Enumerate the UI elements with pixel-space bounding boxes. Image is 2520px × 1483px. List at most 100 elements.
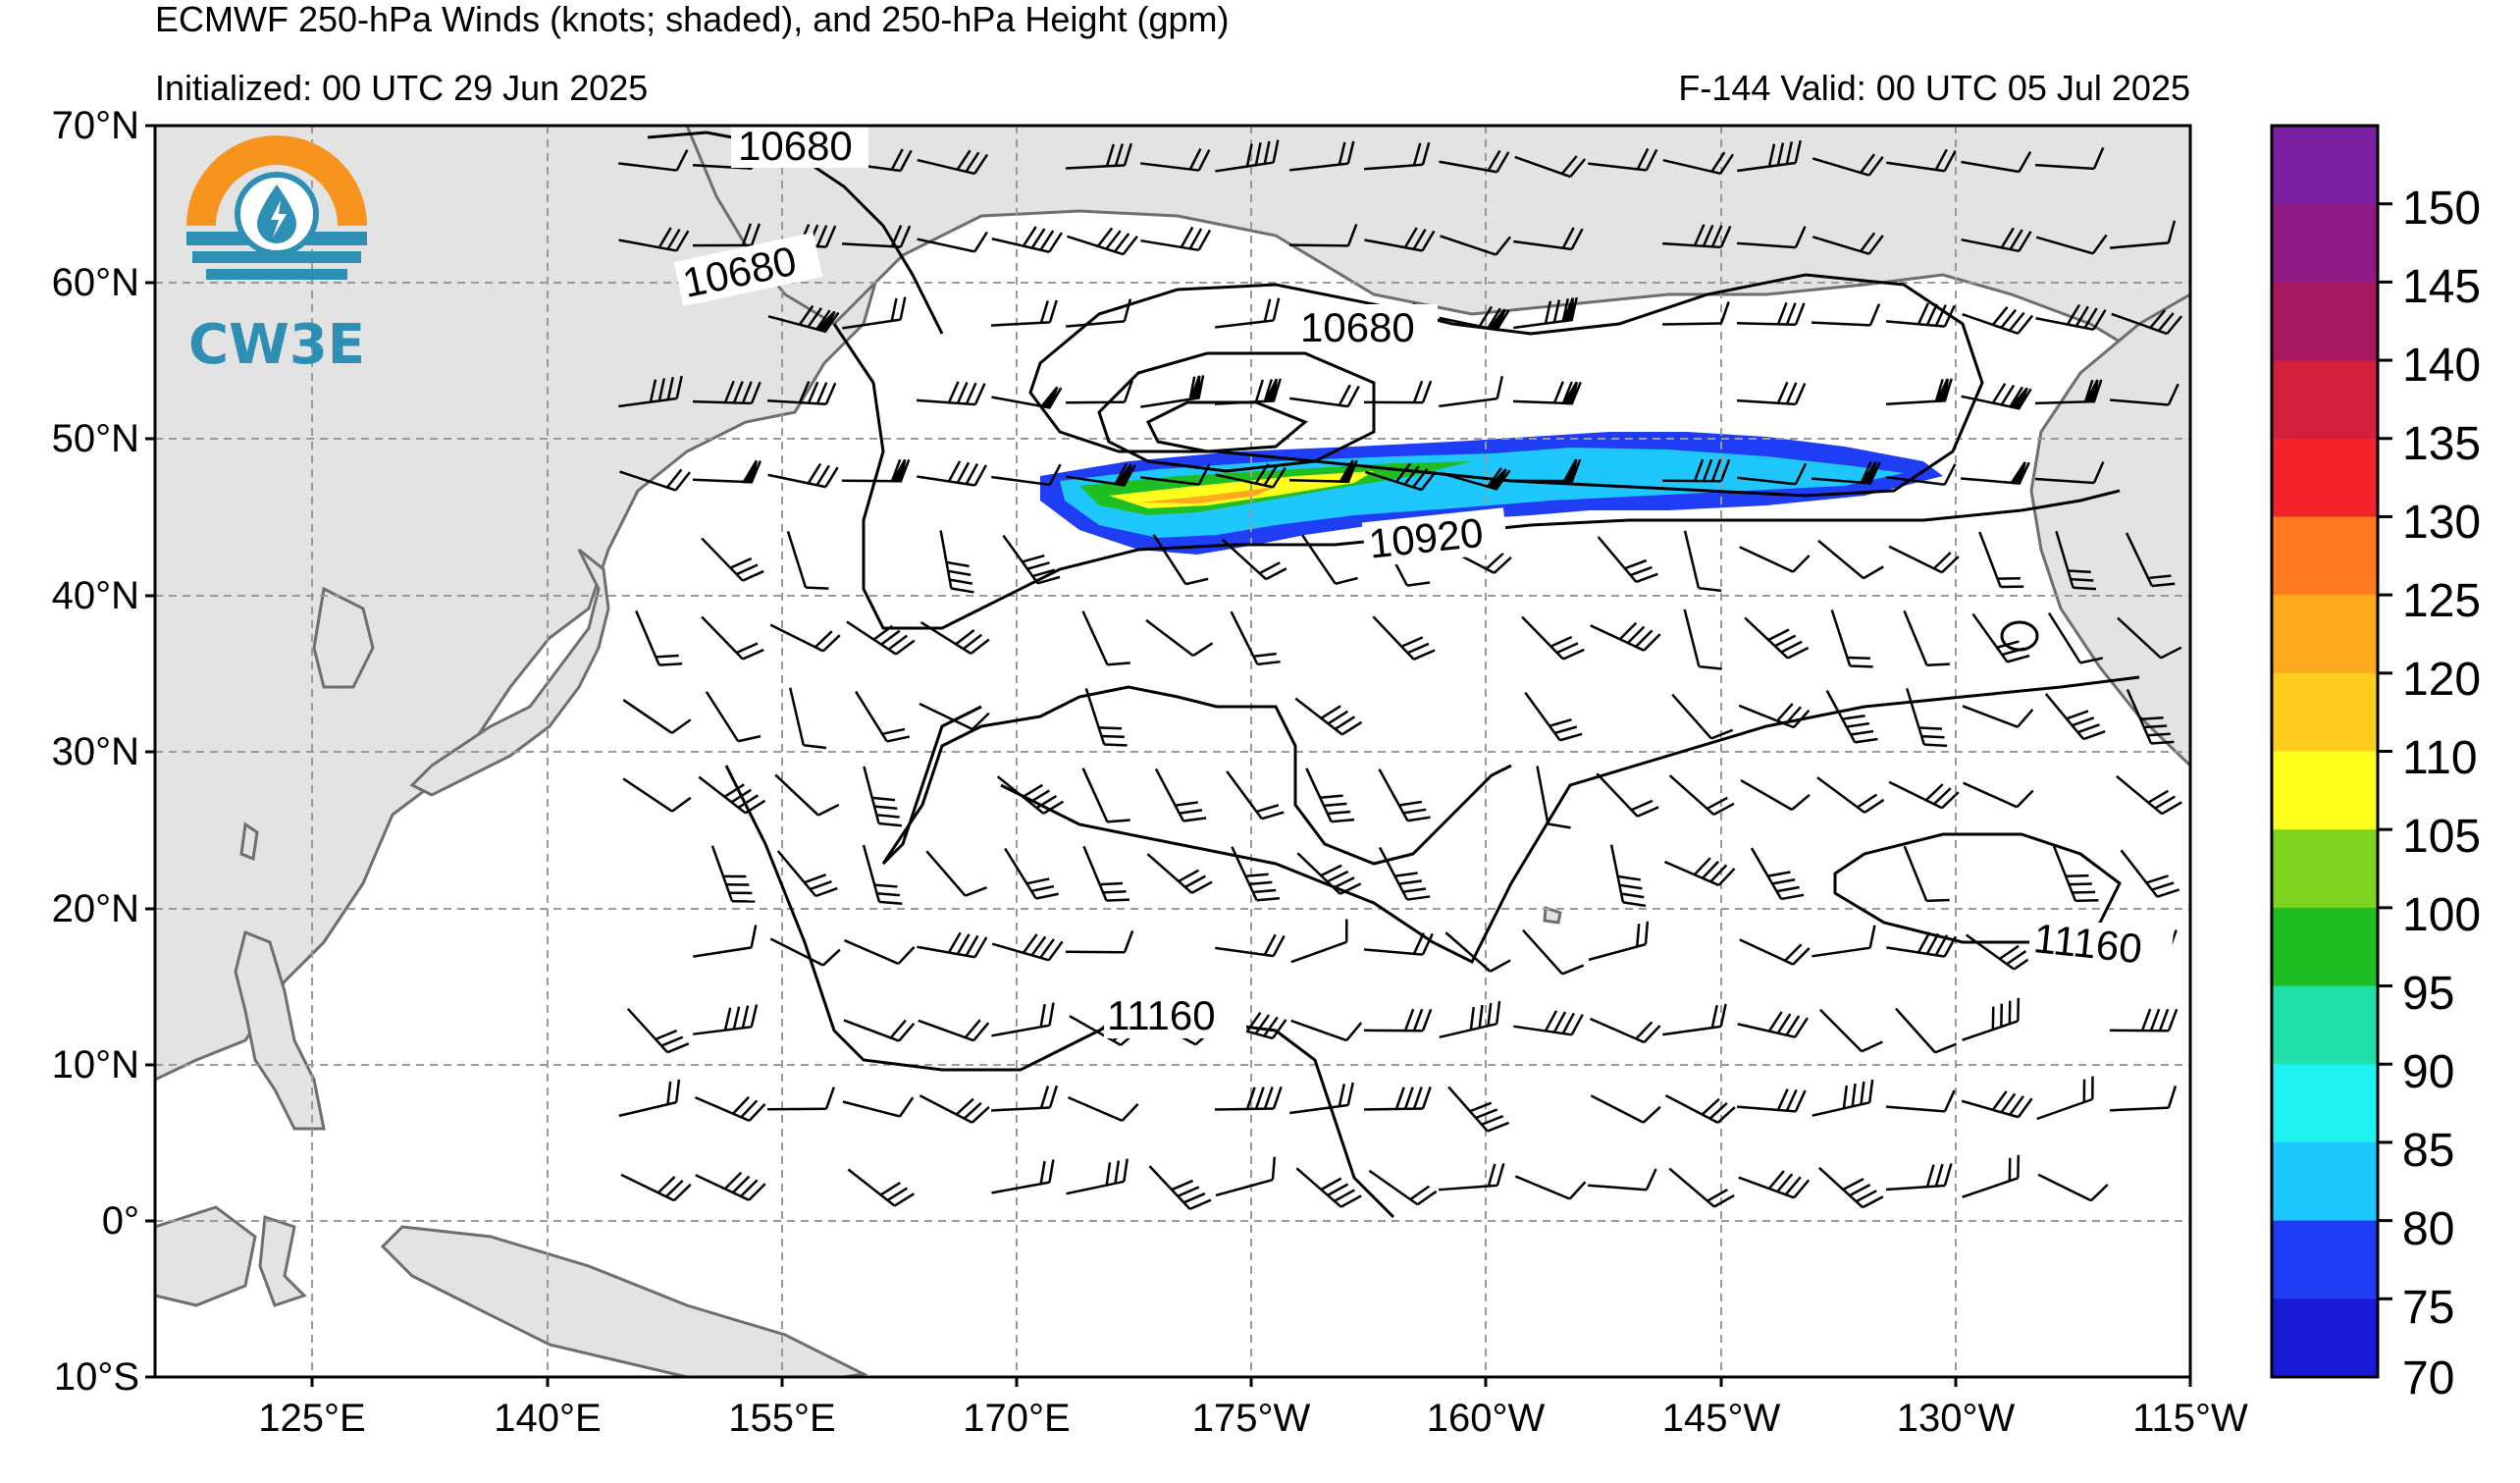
wind-barb (841, 225, 912, 248)
latitude-labels: 70°N 60°N 50°N 40°N 30°N 20°N 10°N 0° 10… (52, 104, 139, 1399)
wind-barb (1886, 931, 1958, 958)
contour-11160-east (1833, 832, 2122, 944)
lat-label: 10°S (54, 1355, 139, 1399)
wind-barb (1736, 381, 1807, 406)
wind-barb (1152, 534, 1209, 586)
wind-barb (1971, 612, 2030, 663)
wind-barb (1661, 458, 1731, 483)
wind-barb (626, 1007, 690, 1054)
wind-barb (2034, 461, 2105, 485)
colorbar-labels: 150 145 140 135 130 125 120 110 105 100 … (2402, 183, 2481, 1404)
wind-barb (1214, 378, 1282, 405)
colorbar-swatch (2272, 829, 2378, 909)
wind-barb (1886, 463, 1957, 486)
logo-sun-arc (186, 135, 367, 226)
wind-barb (1961, 227, 2032, 253)
wind-barb (776, 850, 838, 898)
wind-barb (622, 699, 692, 734)
wind-barb (1290, 919, 1348, 964)
wind-barb (1439, 305, 1510, 332)
contour-label: 11160 (1107, 992, 1216, 1038)
wind-barb (855, 690, 911, 743)
lat-label: 40°N (52, 574, 139, 617)
wind-barb (694, 1095, 766, 1123)
wind-barb (2036, 1076, 2094, 1121)
wind-barb (1289, 1082, 1354, 1115)
wind-barb (2120, 849, 2180, 898)
colorbar-swatch (2272, 516, 2378, 596)
land-masses (155, 126, 2190, 1377)
lightning-icon (271, 200, 287, 238)
land-philippines (234, 929, 326, 1131)
wind-barb (1513, 1010, 1584, 1036)
colorbar-swatch (2272, 672, 2378, 752)
wind-barb (1885, 1089, 1956, 1113)
wind-barb (1590, 1017, 1661, 1044)
wind-barb (918, 1019, 990, 1042)
wind-barb (1066, 298, 1132, 328)
colorbar-swatch (2272, 282, 2378, 361)
wind-barb (1154, 768, 1207, 822)
wind-barb (1066, 462, 1136, 487)
colorbar (2272, 126, 2392, 1378)
wind-barb (1811, 460, 1881, 485)
cw3e-logo: CW3E (186, 135, 367, 377)
wind-barb (1737, 462, 1808, 486)
wind-barb (991, 1159, 1055, 1194)
wind-barb (1739, 546, 1811, 573)
wind-barb (1215, 1156, 1277, 1197)
colorbar-swatch (2272, 1220, 2378, 1299)
wind-barb (1230, 610, 1281, 666)
contour-label: 10680 (738, 123, 853, 169)
wind-barb (1439, 375, 1504, 408)
colorbar-label: 130 (2402, 497, 2481, 549)
contour-11160-west (881, 685, 1512, 866)
wind-barb (1140, 148, 1211, 172)
wind-barb (693, 925, 758, 958)
wind-barb (1825, 690, 1878, 744)
wind-barb (990, 1085, 1059, 1112)
wind-barb (1214, 1086, 1283, 1111)
wind-barb (2126, 689, 2175, 745)
wind-barb (1231, 846, 1281, 902)
wind-barb (1587, 1168, 1657, 1192)
wind-barb (842, 1096, 915, 1118)
wind-barb (620, 1173, 692, 1202)
wind-barb (1886, 302, 1956, 328)
contour-10680-inner (1097, 351, 1376, 473)
wind-barb (1378, 768, 1431, 822)
wind-barb (1305, 768, 1355, 823)
wind-barb (619, 468, 691, 492)
wind-barb (1524, 692, 1583, 742)
wind-barb (1817, 539, 1884, 580)
wind-barb (1512, 381, 1582, 405)
wind-barb (618, 149, 689, 172)
wind-barb (1521, 615, 1585, 661)
wind-barb (1736, 1088, 1807, 1113)
colorbar-swatch (2272, 1141, 2378, 1222)
wind-barb (1294, 697, 1363, 736)
wind-barb (701, 537, 764, 582)
contour-10680-core (1145, 400, 1308, 453)
wind-barb (1588, 147, 1658, 172)
wind-barb (1364, 227, 1436, 252)
wind-barb (939, 530, 974, 594)
wind-barb (1885, 378, 1953, 405)
colorbar-swatch (2272, 1298, 2378, 1378)
wind-barb (1895, 1007, 1958, 1054)
colorbar-swatch (2272, 985, 2378, 1065)
wind-barb (1289, 140, 1355, 172)
wind-barb (1145, 618, 1214, 658)
wind-barb (1744, 616, 1810, 660)
wind-barb (1816, 776, 1885, 814)
colorbar-frame (2270, 124, 2380, 1379)
wind-barb (1961, 151, 2032, 174)
jet-120kt (1138, 487, 1276, 503)
wind-barb (919, 1094, 990, 1124)
wind-barb (692, 380, 761, 405)
wind-barb (842, 296, 907, 330)
wind-barb (2109, 1085, 2178, 1112)
wind-barb (766, 381, 837, 405)
wind-barb (2052, 845, 2099, 903)
wind-barb (701, 615, 764, 661)
